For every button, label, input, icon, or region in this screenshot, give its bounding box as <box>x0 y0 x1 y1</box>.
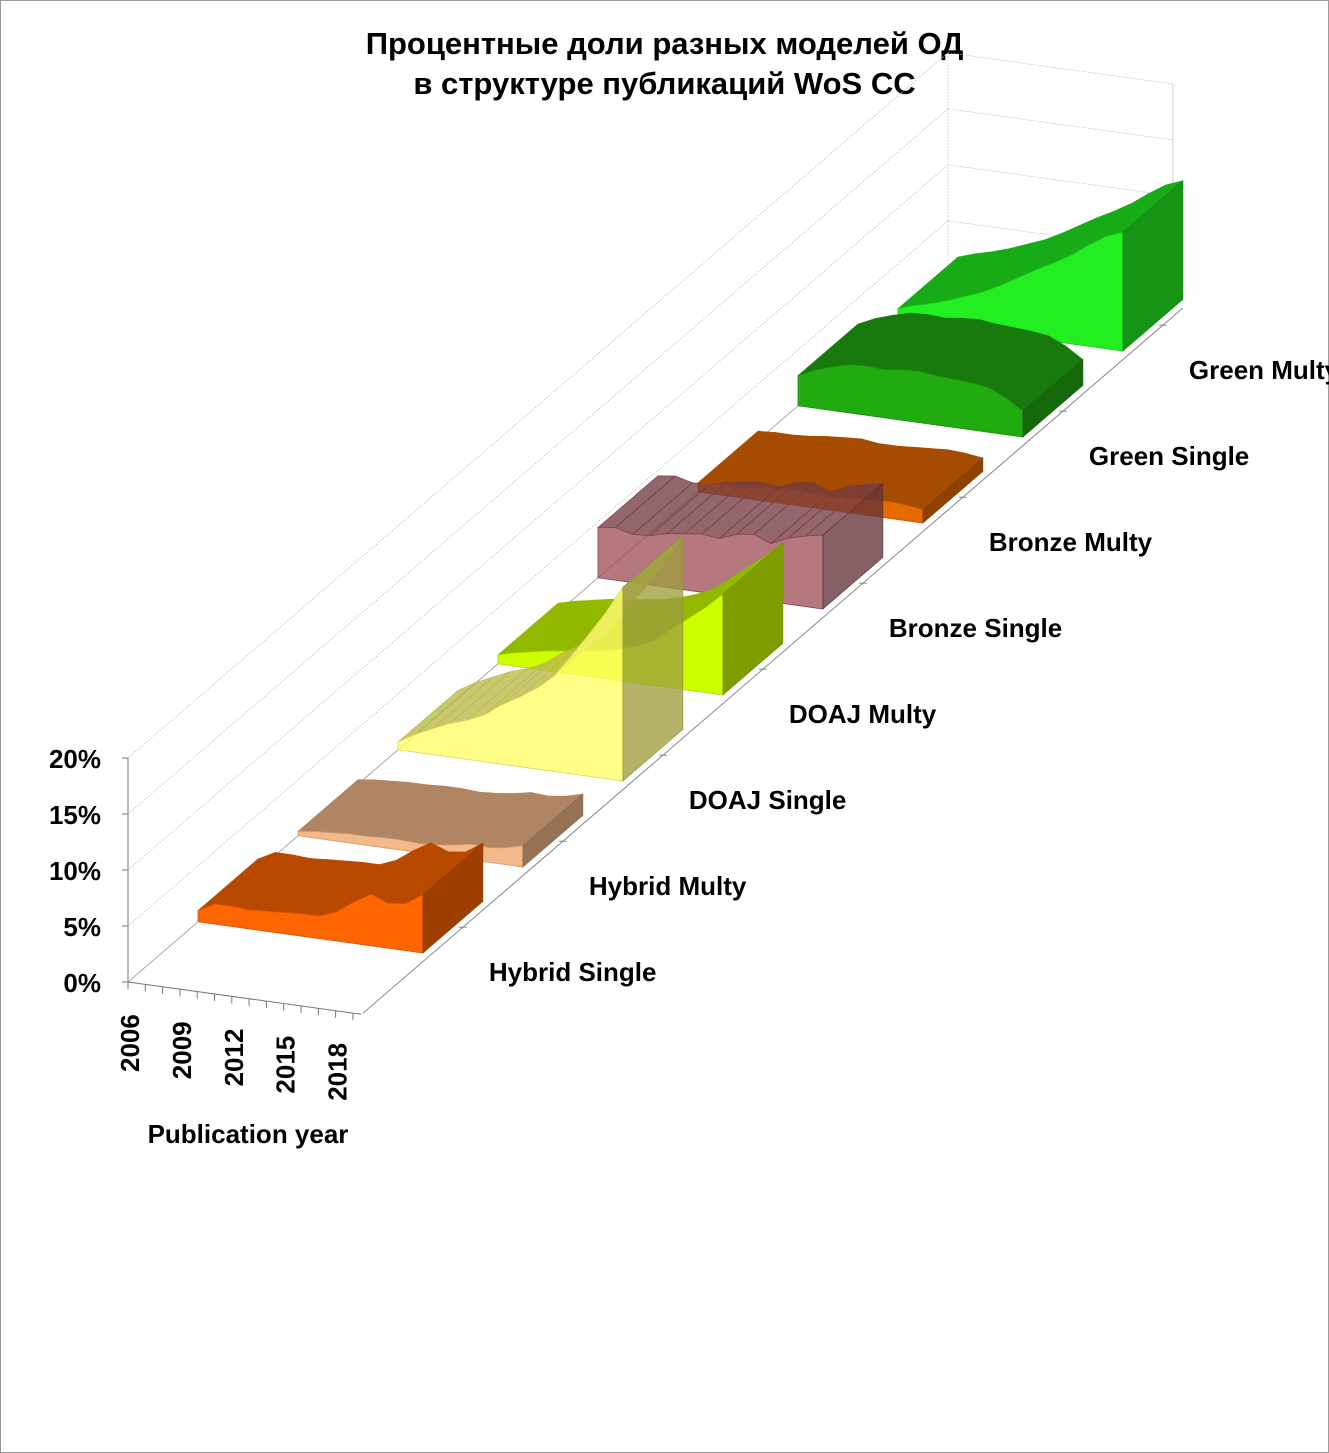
area-end-cap <box>1022 358 1084 438</box>
y-tick-label: 15% <box>49 800 101 830</box>
gridline-side <box>127 108 949 815</box>
x-tick-label: 2006 <box>115 1014 145 1072</box>
gridline-back <box>947 164 1173 197</box>
y-tick-label: 20% <box>49 744 101 774</box>
chart-axes: 0% 5% 10% 15% 20% 2006 2009 2012 2015 2018 Publica… <box>49 307 1329 1149</box>
series-bronze-single <box>597 475 884 610</box>
series-label: Hybrid Multy <box>589 871 747 901</box>
gridline-side <box>127 220 949 927</box>
series-hybrid-single <box>197 842 484 954</box>
chart-title-line-2: в структуре публикаций WoS CC <box>413 66 916 101</box>
series-label: DOAJ Single <box>689 785 846 815</box>
series-label: Bronze Single <box>889 613 1062 643</box>
series-green-multy <box>896 180 1184 352</box>
series-label: Green Single <box>1089 441 1249 471</box>
gridline-side <box>127 52 949 759</box>
x-tick-label: 2012 <box>219 1029 249 1087</box>
series-layer <box>197 180 1184 954</box>
y-tick-label: 10% <box>49 856 101 886</box>
area-end-cap <box>722 541 784 696</box>
series-label: DOAJ Multy <box>789 699 937 729</box>
area-end-cap <box>922 457 984 524</box>
chart-title-line-1: Процентные доли разных моделей ОД <box>365 26 964 61</box>
area-end-cap <box>1122 180 1184 352</box>
y-tick-label: 5% <box>63 912 101 942</box>
gridline-back <box>947 52 1173 85</box>
series-doaj-single <box>397 534 684 782</box>
x-tick-label: 2018 <box>323 1043 353 1101</box>
series-label: Green Multy <box>1189 355 1329 385</box>
area-front-face <box>797 364 1024 438</box>
gridline-side <box>127 164 949 871</box>
area-end-cap <box>522 793 584 868</box>
x-tick-label: 2015 <box>271 1036 301 1094</box>
area-front-face <box>197 893 424 954</box>
area-end-cap <box>422 842 484 954</box>
series-label: Hybrid Single <box>489 957 657 987</box>
area-end-cap <box>622 534 684 782</box>
series-green-single <box>797 312 1084 438</box>
area-front-face <box>397 585 624 782</box>
series-hybrid-multy <box>297 779 584 868</box>
x-axis-title: Publication year <box>148 1119 349 1149</box>
gridline-back <box>947 108 1173 141</box>
series-label: Bronze Multy <box>989 527 1153 557</box>
x-axis-line <box>127 981 361 1015</box>
chart-title: Процентные доли разных моделей ОД в стру… <box>0 24 1329 104</box>
area-end-cap <box>822 482 884 610</box>
depth-axis-line <box>362 307 1184 1014</box>
y-tick-label: 0% <box>63 968 101 998</box>
x-tick-label: 2009 <box>167 1021 197 1079</box>
